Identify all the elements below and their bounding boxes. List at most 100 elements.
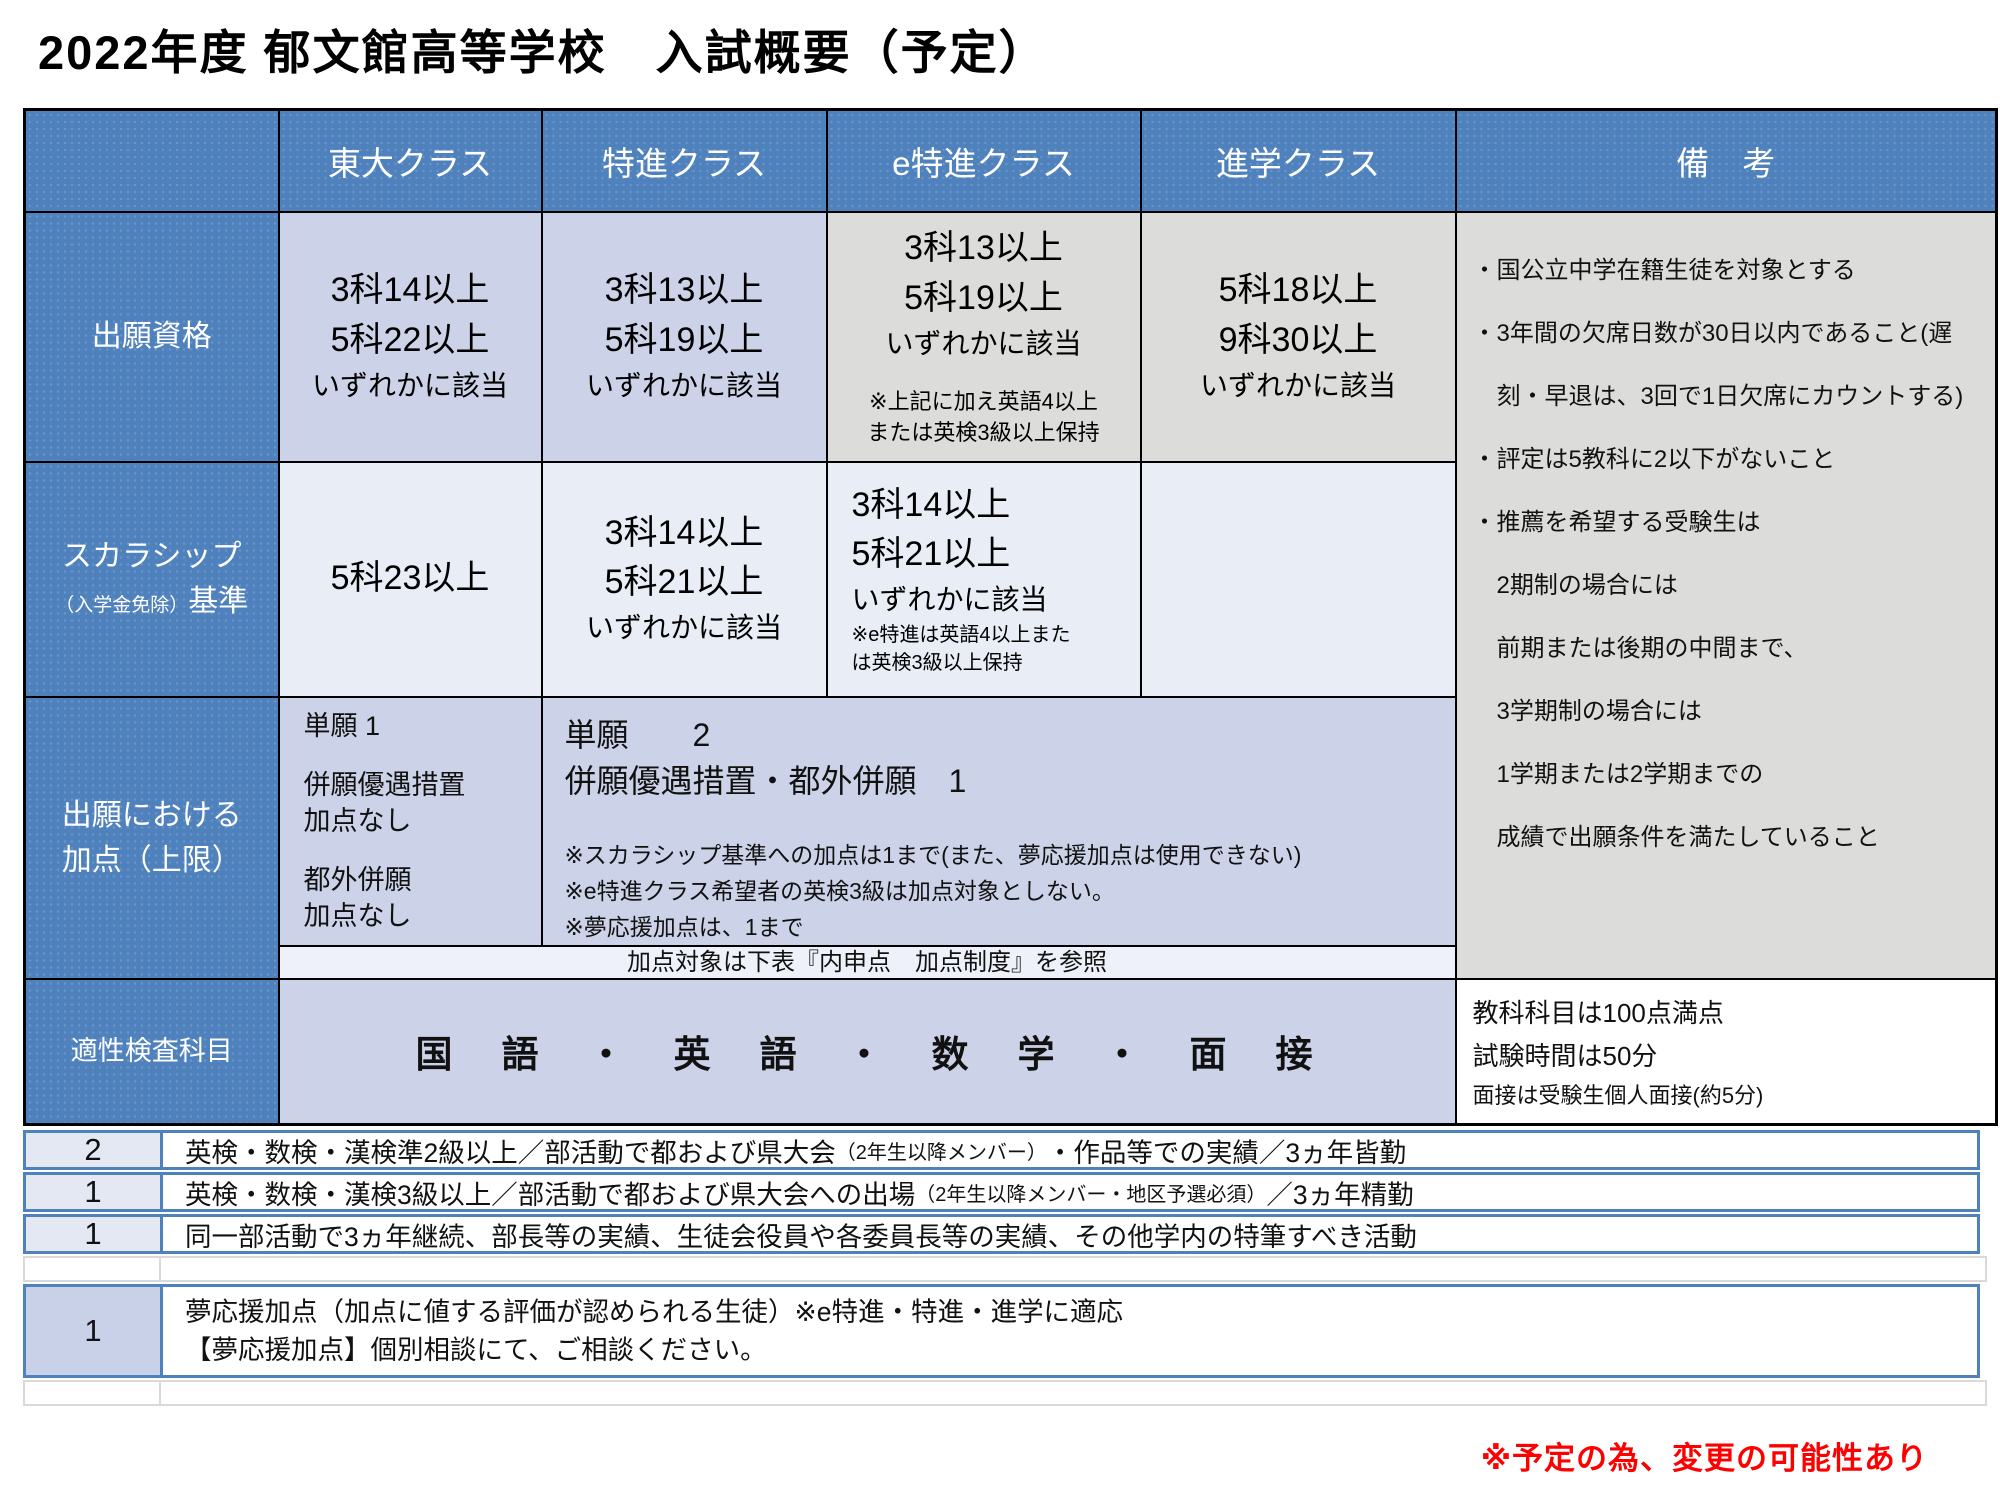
scholarship-etokushin-line2: 5科21以上 [851, 535, 1011, 573]
page-title: 2022年度 郁文館高等学校 入試概要（予定） [38, 26, 1048, 79]
bonus-row-1-post: ・作品等での実績／3ヵ年皆勤 [1046, 1137, 1407, 1168]
eligibility-todai-line2: 5科22以上 [330, 320, 490, 359]
bonus-row-2-pre: 英検・数検・漢検3級以上／部活動で都および県大会への出場 [185, 1179, 916, 1210]
eligibility-tokushin-line3: いずれかに該当 [585, 369, 782, 401]
remarks-line: 2期制の場合には [1472, 571, 1678, 599]
header-corner-cell [23, 108, 280, 213]
eligibility-tokushin-line1: 3科13以上 [604, 271, 764, 310]
eligibility-todai-line3: いずれかに該当 [311, 369, 508, 401]
points-todai-cell: 単願 1 併願優遇措置 加点なし 都外併願 加点なし [277, 695, 543, 948]
points-todai-line4: 都外併願 [303, 864, 412, 895]
points-reference-row: 加点対象は下表『内申点 加点制度』を参照 [25, 945, 1997, 981]
eligibility-todai-line1: 3科14以上 [330, 271, 490, 310]
dream-bonus-row: 1 夢応援加点（加点に値する評価が認められる生徒）※e特進・特進・進学に適応 【… [23, 1284, 1980, 1378]
eligibility-tokushin-cell: 3科13以上 5科19以上 いずれかに該当 [540, 210, 828, 463]
points-reference-cell: 加点対象は下表『内申点 加点制度』を参照 [277, 945, 1457, 981]
scholarship-etokushin-cell: 3科14以上 5科21以上 いずれかに該当 ※e特進は英語4以上また は英検3級… [825, 460, 1142, 698]
bonus-gap-num [25, 1258, 161, 1280]
eligibility-row: 出願資格 3科14以上 5科22以上 いずれかに該当 3科13以上 5科19以上… [23, 210, 1998, 981]
points-todai-line1: 単願 1 [303, 711, 381, 742]
row-label-subjects: 適性検査科目 [23, 978, 280, 1126]
remarks-line: 刻・早退は、3回で1日欠席にカウントする) [1472, 382, 1964, 410]
bonus-row-2-points: 1 [26, 1174, 163, 1209]
bonus-row-3-points: 1 [26, 1216, 163, 1251]
eligibility-etokushin-note1: ※上記に加え英語4以上 [869, 389, 1098, 414]
bonus-gap-row-2 [23, 1380, 1987, 1406]
scholarship-shingaku-cell [1139, 460, 1457, 698]
bonus-row-2-text: 英検・数検・漢検3級以上／部活動で都および県大会への出場 （2年生以降メンバー・地… [163, 1175, 1977, 1210]
eligibility-shingaku-cell: 5科18以上 9科30以上 いずれかに該当 [1139, 210, 1457, 463]
bonus-row-1-pre: 英検・数検・漢検準2級以上／部活動で都および県大会 [185, 1137, 836, 1168]
eligibility-etokushin-line2: 5科19以上 [904, 278, 1063, 317]
scholarship-row: スカラシップ （入学金免除）基準 5科23以上 3科14以上 5科21以上 いず… [23, 460, 1997, 698]
subjects-notes-cell: 教科科目は100点満点 試験時間は50分 面接は受験生個人面接(約5分) [1454, 978, 1998, 1126]
remarks-line: ・国公立中学在籍生徒を対象とする [1472, 256, 1856, 284]
scholarship-label-line1: スカラシップ [62, 540, 242, 573]
dream-bonus-text: 夢応援加点（加点に値する評価が認められる生徒）※e特進・特進・進学に適応 【夢応… [163, 1287, 1977, 1375]
dream-bonus-points: 1 [26, 1287, 163, 1375]
points-todai-line3: 加点なし [303, 806, 412, 837]
scholarship-tokushin-cell: 3科14以上 5科21以上 いずれかに該当 [540, 460, 828, 698]
remarks-line: 成績で出願条件を満たしていること [1472, 823, 1880, 851]
subjects-note2: 試験時間は50分 [1472, 1041, 1658, 1072]
points-todai-line2: 併願優遇措置 [303, 769, 466, 800]
eligibility-etokushin-line3: いずれかに該当 [885, 328, 1082, 359]
scholarship-todai-cell: 5科23以上 [277, 460, 543, 698]
dream-bonus-line1: 夢応援加点（加点に値する評価が認められる生徒）※e特進・特進・進学に適応 [185, 1296, 1123, 1327]
subjects-note1: 教科科目は100点満点 [1472, 998, 1724, 1029]
bonus-row-3-pre: 同一部活動で3ヵ年継続、部長等の実績、生徒会役員や各委員長等の実績、その他学内の… [185, 1221, 1417, 1252]
eligibility-etokushin-note2: または英検3級以上保持 [867, 419, 1100, 445]
admissions-table: 東大クラス 特進クラス e特進クラス 進学クラス 備 考 出願資格 3科14以上… [23, 108, 1998, 1126]
scholarship-etokushin-note2: は英検3級以上保持 [851, 652, 1023, 675]
scholarship-etokushin-line3: いずれかに該当 [851, 584, 1048, 616]
subjects-note3: 面接は受験生個人面接(約5分) [1472, 1082, 1764, 1108]
points-merged-note2: ※e特進クラス希望者の英検3級は加点対象としない。 [564, 877, 1115, 904]
bonus-row-1-small: （2年生以降メンバー） [835, 1141, 1047, 1164]
scholarship-label-small: （入学金免除） [55, 595, 189, 616]
points-label-line1: 出願における [61, 798, 242, 832]
bonus-row-3: 1 同一部活動で3ヵ年継続、部長等の実績、生徒会役員や各委員長等の実績、その他学… [23, 1214, 1980, 1254]
footnote-warning: ※予定の為、変更の可能性あり [1480, 1441, 1928, 1476]
scholarship-etokushin-note1: ※e特進は英語4以上また [851, 624, 1071, 647]
subjects-merged-cell: 国 語 ・ 英 語 ・ 数 学 ・ 面 接 [277, 978, 1457, 1126]
row-label-eligibility: 出願資格 [23, 210, 280, 463]
eligibility-shingaku-line2: 9科30以上 [1218, 320, 1378, 359]
col-header-shingaku: 進学クラス [1139, 108, 1457, 213]
bonus-row-1: 2 英検・数検・漢検準2級以上／部活動で都および県大会 （2年生以降メンバー） ・作… [23, 1130, 1980, 1170]
eligibility-shingaku-line1: 5科18以上 [1218, 271, 1378, 310]
remarks-text: ・国公立中学在籍生徒を対象とする ・3年間の欠席日数が30日以内であること(遅 … [1458, 213, 1995, 868]
row-label-scholarship: スカラシップ （入学金免除）基準 [23, 460, 280, 698]
scholarship-todai-value: 5科23以上 [330, 559, 490, 598]
eligibility-tokushin-line2: 5科19以上 [604, 320, 764, 359]
scholarship-tokushin-line2: 5科21以上 [604, 563, 764, 601]
remarks-line: 前期または後期の中間まで、 [1472, 634, 1808, 662]
row-label-extra-points: 出願における 加点（上限） [23, 695, 280, 981]
scholarship-tokushin-line3: いずれかに該当 [585, 612, 782, 644]
subjects-row: 適性検査科目 国 語 ・ 英 語 ・ 数 学 ・ 面 接 教科科目は100点満点… [23, 978, 1998, 1126]
bonus-row-1-points: 2 [26, 1132, 163, 1167]
remarks-cell: ・国公立中学在籍生徒を対象とする ・3年間の欠席日数が30日以内であること(遅 … [1454, 210, 1998, 981]
eligibility-etokushin-cell: 3科13以上 5科19以上 いずれかに該当 ※上記に加え英語4以上 または英検3… [825, 210, 1142, 463]
col-header-etokushin: e特進クラス [825, 108, 1142, 213]
points-merged-line1: 単願 2 [564, 716, 711, 753]
col-header-todai: 東大クラス [277, 108, 543, 213]
remarks-line: ・3年間の欠席日数が30日以内であること(遅 [1472, 319, 1953, 347]
remarks-line: 1学期または2学期までの [1472, 760, 1764, 788]
scholarship-etokushin-line1: 3科14以上 [851, 485, 1011, 524]
bonus-row-1-text: 英検・数検・漢検準2級以上／部活動で都および県大会 （2年生以降メンバー） ・作品等… [163, 1133, 1977, 1168]
bonus-gap-num-2 [25, 1382, 161, 1404]
points-merged-note1: ※スカラシップ基準への加点は1まで(また、夢応援加点は使用できない) [564, 842, 1302, 869]
points-merged-notes: ※スカラシップ基準への加点は1まで(また、夢応援加点は使用できない) ※e特進ク… [564, 838, 1454, 944]
col-header-tokushin: 特進クラス [540, 108, 828, 213]
scholarship-label-line2: 基準 [188, 585, 249, 618]
bonus-row-2: 1 英検・数検・漢検3級以上／部活動で都および県大会への出場 （2年生以降メンバー… [23, 1172, 1980, 1212]
points-merged-note3: ※夢応援加点は、1まで [564, 913, 804, 940]
bonus-row-2-small: （2年生以降メンバー・地区予選必須） [915, 1183, 1267, 1206]
extra-points-row: 出願における 加点（上限） 単願 1 併願優遇措置 加点なし 都外併願 加点なし… [23, 695, 1997, 981]
remarks-line: 3学期制の場合には [1472, 697, 1702, 725]
points-label-line2: 加点（上限） [61, 843, 242, 877]
header-row: 東大クラス 特進クラス e特進クラス 進学クラス 備 考 [23, 108, 1998, 213]
points-merged-line2: 併願優遇措置・都外併願 1 [564, 762, 967, 799]
bonus-points-table: 2 英検・数検・漢検準2級以上／部活動で都および県大会 （2年生以降メンバー） ・作… [23, 1130, 1987, 1408]
